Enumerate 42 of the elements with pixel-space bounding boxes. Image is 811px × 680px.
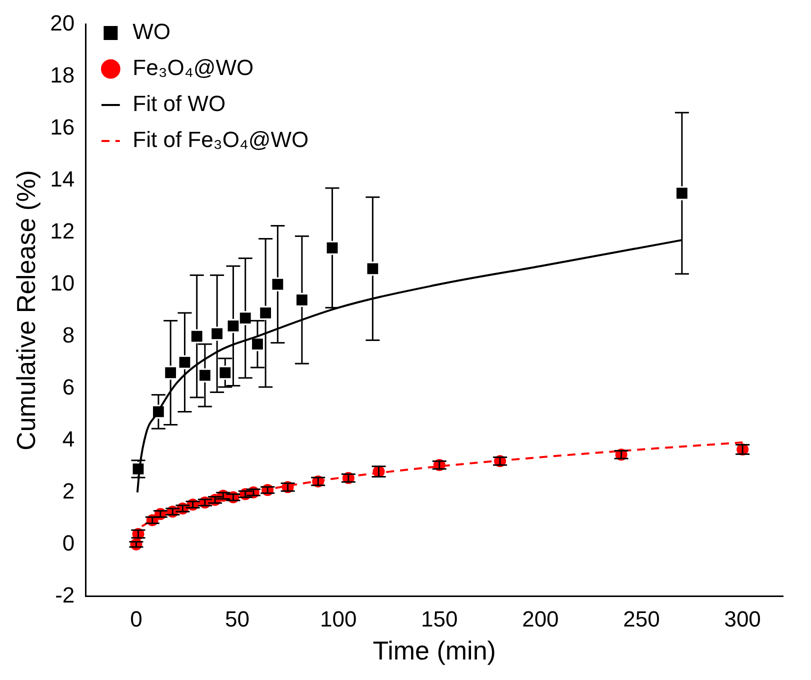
x-tick-label: 100 (320, 606, 357, 632)
point (326, 242, 338, 254)
point (165, 367, 176, 378)
y-tick-label: 14 (50, 166, 75, 192)
point (199, 370, 210, 381)
y-tick-label: 10 (50, 270, 75, 296)
y-tick-label: 16 (50, 114, 75, 140)
point (152, 406, 164, 418)
y-tick-label: 12 (50, 218, 75, 244)
x-tick-label: 0 (130, 606, 142, 632)
x-tick-label: 300 (724, 606, 761, 632)
point (132, 464, 144, 474)
y-tick-label: 2 (62, 478, 75, 504)
y-axis-title: Cumulative Release (%) (10, 170, 41, 450)
x-tick-label: 50 (225, 606, 250, 632)
y-tick-label: 6 (62, 374, 75, 400)
point (179, 356, 190, 368)
point (296, 294, 308, 306)
point (240, 312, 251, 324)
x-tick-label: 150 (421, 606, 458, 632)
y-tick-label: 0 (62, 530, 75, 556)
legend-label: Fit of WO (132, 91, 226, 116)
x-axis-title: Time (min) (372, 636, 496, 666)
point (252, 338, 263, 350)
point (367, 263, 378, 274)
x-tick-label: 200 (522, 606, 559, 632)
x-tick-label: 250 (623, 606, 660, 632)
y-tick-label: 18 (50, 62, 75, 88)
point (228, 320, 239, 332)
y-tick-label: 8 (62, 322, 75, 348)
point (191, 330, 202, 342)
point (220, 367, 231, 378)
point (212, 328, 222, 340)
legend-label: WO (132, 19, 171, 44)
point (272, 278, 284, 290)
legend-label: Fit of Fe₃O₄@WO (132, 127, 309, 152)
point (260, 307, 272, 318)
legend-label: Fe₃O₄@WO (132, 55, 254, 80)
point (676, 188, 688, 199)
y-tick-label: 4 (62, 426, 75, 452)
y-tick-label: -2 (55, 582, 75, 608)
y-tick-label: 20 (50, 10, 75, 36)
